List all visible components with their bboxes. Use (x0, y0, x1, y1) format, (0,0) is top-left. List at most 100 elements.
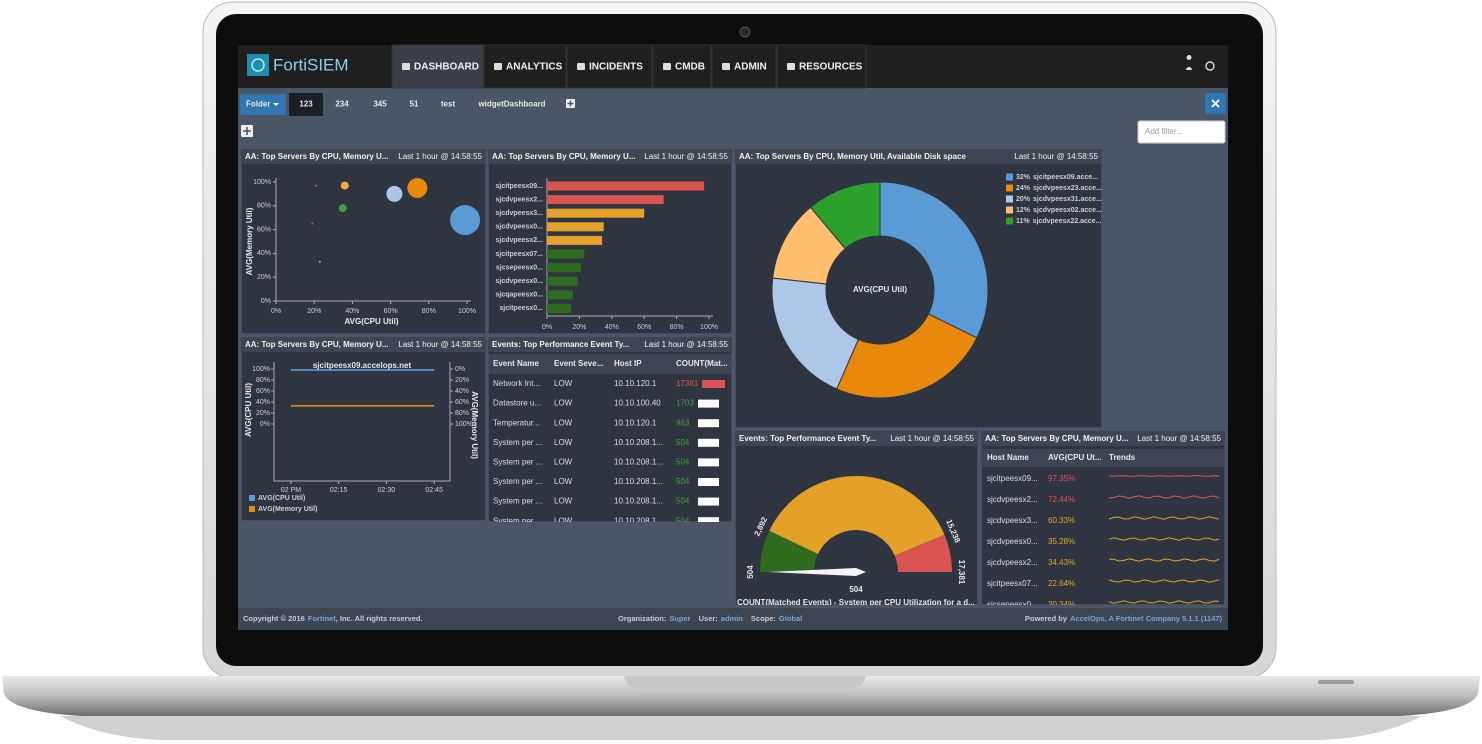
gauge-band (769, 476, 945, 556)
nav-icon (663, 63, 671, 70)
widget-time: Last 1 hour @ 14:58:55 (398, 152, 482, 161)
donut-slice (879, 181, 989, 339)
table-cell: 10.10.208.1... (614, 497, 663, 506)
footer-powered: AccelOps, A Fortinet Company 5.1.1 (1147… (1070, 614, 1222, 623)
legend-name: sjcdvpeesx23.acce... (1033, 185, 1102, 192)
table-cell: 10.10.100.40 (614, 399, 661, 408)
trend-sparkline (1108, 537, 1220, 541)
trend-sparkline (1108, 475, 1220, 477)
legend-swatch (1006, 217, 1013, 225)
legend-value: 24% (1016, 185, 1031, 192)
power-icon[interactable] (1205, 61, 1215, 71)
y2-axis-label: AVG(Memory Util) (470, 391, 479, 459)
footer-text: Copyright © 2016 Fortinet, Inc. All right… (243, 614, 423, 623)
y-axis-label: AVG(Memory Util) (245, 207, 254, 275)
y2-tick-label: 60% (455, 399, 469, 406)
x-tick-label: 60% (384, 308, 398, 315)
widget: Events: Top Performance Event Ty... Last … (488, 337, 732, 525)
column-header: Event Name (493, 359, 539, 368)
gauge-band (760, 530, 819, 572)
x-tick-label: 40% (605, 324, 619, 331)
nav-tab[interactable] (652, 44, 712, 89)
widget-time: Last 1 hour @ 14:58:55 (398, 340, 482, 349)
logo-icon (247, 54, 269, 76)
column-header: Host IP (614, 359, 642, 368)
nav-tab-label: CMDB (675, 62, 705, 73)
camera (739, 26, 751, 38)
widget: AA: Top Servers By CPU, Memory U... Last … (241, 337, 486, 521)
table-cell: 10.10.208.1... (614, 477, 663, 486)
table-cell: System per ... (493, 458, 542, 467)
plus (567, 100, 574, 107)
dashboard-tab: 51 (410, 100, 419, 109)
filter-input[interactable] (1137, 120, 1226, 144)
x-tick-label: 0% (271, 308, 281, 315)
y-tick-label: 60% (256, 388, 270, 395)
category-label: sjcqapeesx0... (496, 292, 544, 299)
gauge-tick-label: 17,381 (957, 560, 966, 585)
gauge-band (894, 534, 952, 572)
column-header: Event Seve... (554, 359, 603, 368)
bubble (318, 260, 321, 263)
footer-org: Super (669, 614, 690, 623)
table-cell: 60.33% (1048, 516, 1075, 525)
column-header: COUNT(Mat... (676, 359, 728, 368)
widget-time: Last 1 hour @ 14:58:55 (890, 434, 974, 443)
table-cell: sjcitpeesx07... (987, 579, 1038, 588)
axis (273, 362, 451, 482)
widget-time: Last 1 hour @ 14:58:55 (1014, 152, 1098, 161)
x-tick-label: 60% (637, 324, 651, 331)
footer-rights: , Inc. All rights reserved. (336, 614, 423, 623)
y2-tick-label: 100% (455, 421, 473, 428)
folder-button[interactable] (240, 94, 286, 115)
table-cell: 10.10.208.1... (614, 458, 663, 467)
dashboard-tab: 345 (373, 100, 387, 109)
table-cell: LOW (554, 516, 573, 525)
legend-swatch (1006, 173, 1013, 181)
plus (243, 127, 251, 135)
table-cell: 10.10.208.1... (614, 438, 663, 447)
bubble (315, 184, 318, 187)
legend-swatch (1006, 195, 1013, 203)
bar (547, 249, 585, 259)
widget-title: AA: Top Servers By CPU, Memory U... (492, 152, 635, 161)
table-cell: sjcitpeesx09... (987, 474, 1038, 483)
user-icon[interactable] (1186, 55, 1192, 70)
port (1318, 680, 1354, 684)
folder-label: Folder (246, 100, 270, 109)
category-label: sjcdvpeesx3... (496, 210, 544, 217)
widget-body (241, 149, 486, 334)
table-cell: 10.10.120.1 (614, 418, 657, 427)
widget-title: AA: Top Servers By CPU, Memory U... (245, 152, 388, 161)
legend-label: AVG(Memory Util) (258, 506, 317, 513)
laptop-base (2, 676, 1480, 716)
legend-name: sjcdvpeesx31.acce... (1033, 196, 1102, 203)
bubble (311, 222, 314, 225)
y-axis-label: AVG(CPU Util) (244, 383, 253, 437)
footer-company: Fortinet (308, 614, 336, 623)
nav-tab-label: RESOURCES (799, 62, 863, 73)
table-cell: LOW (554, 399, 573, 408)
category-label: sjcsepeesx0... (496, 264, 543, 271)
table-cell: LOW (554, 438, 573, 447)
dashboard-tab-active[interactable] (289, 93, 323, 116)
nav-tab-label: ADMIN (734, 62, 767, 73)
bubble (338, 204, 347, 213)
footer-org-label: Organization: (618, 614, 666, 623)
table-cell: 504 (676, 458, 690, 467)
table-cell: 20.34% (1048, 600, 1075, 609)
table-header (489, 354, 731, 374)
time-backdrop (640, 338, 731, 351)
count-bar (698, 458, 719, 467)
count-bar (698, 497, 719, 506)
nav-tab-label: ANALYTICS (506, 62, 563, 73)
category-label: sjcdvpeesx2... (496, 237, 544, 244)
series-title: sjcitpeesx09.accelops.net (313, 361, 412, 370)
x-tick-label: 100% (458, 308, 476, 315)
bar (547, 263, 582, 273)
x-tick-label: 20% (307, 308, 321, 315)
nav-icon (577, 63, 585, 70)
category-label: sjcitpeesx0... (499, 305, 543, 312)
close-x (1211, 99, 1220, 108)
